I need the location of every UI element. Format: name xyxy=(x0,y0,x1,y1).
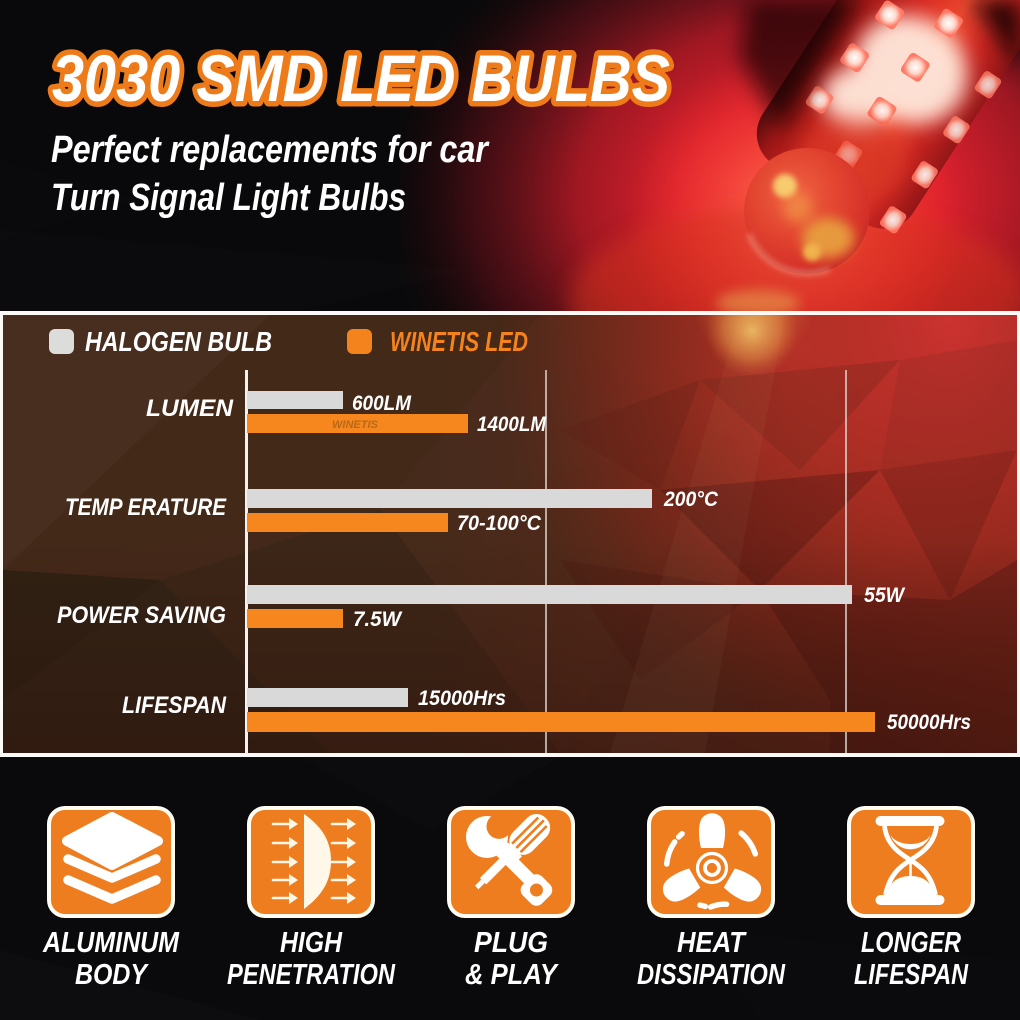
svg-text:50000Hrs: 50000Hrs xyxy=(887,711,971,734)
svg-text:3030 SMD LED BULBS: 3030 SMD LED BULBS xyxy=(52,41,670,115)
svg-text:55W: 55W xyxy=(864,584,906,607)
svg-text:LONGER: LONGER xyxy=(861,927,961,959)
svg-text:HIGH: HIGH xyxy=(280,927,343,959)
svg-text:LIFESPAN: LIFESPAN xyxy=(854,959,969,991)
svg-text:DISSIPATION: DISSIPATION xyxy=(637,959,786,991)
svg-text:LIFESPAN: LIFESPAN xyxy=(122,692,227,719)
svg-text:& PLAY: & PLAY xyxy=(465,959,559,991)
svg-text:Perfect replacements for car: Perfect replacements for car xyxy=(51,129,490,171)
svg-text:WINETIS: WINETIS xyxy=(332,419,378,431)
svg-text:WINETIS LED: WINETIS LED xyxy=(390,326,528,357)
svg-text:70-100°C: 70-100°C xyxy=(457,512,542,535)
svg-text:POWER SAVING: POWER SAVING xyxy=(57,602,226,629)
svg-text:7.5W: 7.5W xyxy=(353,608,403,631)
svg-text:BODY: BODY xyxy=(75,959,149,991)
svg-text:600LM: 600LM xyxy=(352,392,411,415)
svg-text:TEMP ERATURE: TEMP ERATURE xyxy=(65,494,227,521)
svg-text:15000Hrs: 15000Hrs xyxy=(418,687,506,710)
svg-text:200°C: 200°C xyxy=(663,488,719,511)
svg-text:ALUMINUM: ALUMINUM xyxy=(42,927,180,959)
svg-text:1400LM: 1400LM xyxy=(477,413,546,436)
svg-text:PLUG: PLUG xyxy=(474,927,548,959)
svg-text:PENETRATION: PENETRATION xyxy=(227,959,396,991)
svg-text:HEAT: HEAT xyxy=(677,927,747,959)
svg-text:HALOGEN BULB: HALOGEN BULB xyxy=(85,326,272,357)
svg-text:Turn Signal Light Bulbs: Turn Signal Light Bulbs xyxy=(51,177,406,219)
svg-text:LUMEN: LUMEN xyxy=(146,395,234,422)
